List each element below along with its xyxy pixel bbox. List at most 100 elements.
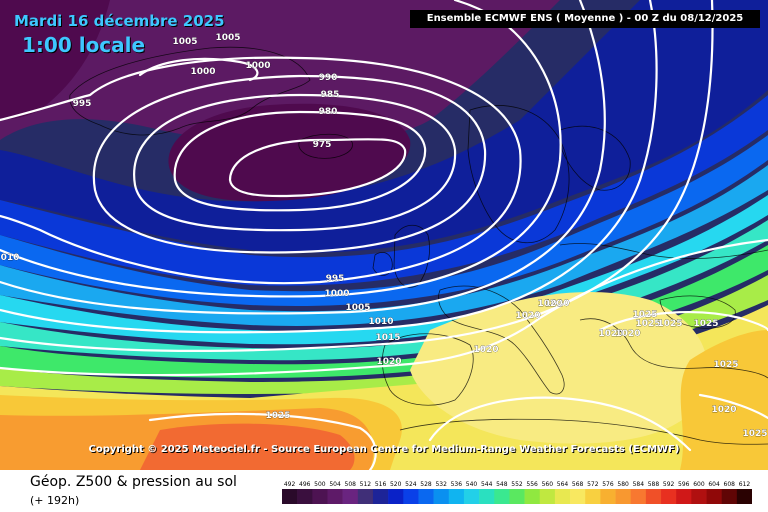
coast-north-africa — [399, 418, 768, 445]
legend-swatch — [661, 489, 677, 504]
legend-swatch — [630, 489, 647, 504]
isobar-1010 — [0, 0, 658, 334]
color-scale-legend: 492 496 500 504 508 512 516 520 524 528 532 536 540 5… — [282, 481, 752, 504]
model-run-banner: Ensemble ECMWF ENS ( Moyenne ) - 00 Z du… — [410, 10, 760, 28]
legend-tick-label: 580 — [617, 481, 629, 488]
legend-tick-label: 520 — [390, 481, 402, 488]
legend-tick-label: 496 — [299, 481, 311, 488]
band-deep-blue — [0, 0, 768, 253]
isobar-label: 980 — [319, 107, 338, 117]
isobar-label: 1025 — [635, 319, 660, 329]
isobar-label: 1000 — [245, 61, 270, 71]
isobar-1020-inner — [428, 396, 692, 452]
legend-swatch — [539, 489, 556, 504]
legend-tick-label: 508 — [345, 481, 357, 488]
legend-swatch — [509, 489, 525, 504]
legend-swatch — [312, 489, 328, 504]
legend-swatch — [600, 489, 616, 504]
legend-tick-label: 540 — [466, 481, 478, 488]
legend-tick-label: 532 — [435, 481, 447, 488]
legend-swatch — [448, 489, 465, 504]
legend-tick-label: 568 — [572, 481, 584, 488]
legend-swatch — [645, 489, 662, 504]
legend-tick-label: 608 — [724, 481, 736, 488]
isobar-label: 1020 — [615, 329, 640, 339]
isobar-1000-nw — [138, 57, 259, 82]
isobar-label: 995 — [73, 99, 92, 109]
legend-tick-label: 548 — [496, 481, 508, 488]
legend-swatch — [433, 489, 450, 504]
coast-france-italy — [438, 285, 565, 395]
legend-swatch — [327, 489, 343, 504]
legend-swatch — [372, 489, 389, 504]
legend-tick-label: 560 — [542, 481, 554, 488]
legend-swatch — [736, 489, 752, 504]
isobar-label: 990 — [319, 73, 338, 83]
legend-swatch — [721, 489, 738, 504]
band-green — [0, 245, 768, 378]
isobar-990 — [92, 74, 487, 254]
legend-tick-label: 500 — [314, 481, 326, 488]
isobar-label: 1020 — [537, 299, 562, 309]
isobar-1025 — [148, 412, 377, 470]
legend-swatch — [494, 489, 510, 504]
isobar-label: 1005 — [215, 33, 240, 43]
band-blue — [0, 95, 768, 286]
isobar-label: 1025 — [632, 310, 657, 320]
legend-tick-label: 528 — [420, 481, 432, 488]
copyright-notice: Copyright © 2025 Meteociel.fr - Source E… — [88, 444, 680, 455]
isobar-label: 1020 — [473, 345, 498, 355]
geopotential-fill-layer — [0, 0, 768, 470]
legend-tick-label: 536 — [451, 481, 463, 488]
isobar-1020-se — [698, 393, 768, 420]
coast-greenland — [69, 46, 311, 136]
isobar-label: 1020 — [598, 329, 623, 339]
coast-baltic-russia — [559, 243, 768, 260]
legend-swatch — [282, 489, 298, 504]
legend-swatch — [615, 489, 632, 504]
isobar-label: 1025 — [713, 360, 738, 370]
isobar-label: 1000 — [324, 289, 349, 299]
band-lime — [0, 275, 768, 394]
isobar-label: 995 — [326, 274, 345, 284]
legend-tick-label: 584 — [633, 481, 645, 488]
isobar-label: 1025 — [657, 319, 682, 329]
legend-swatch — [676, 489, 692, 504]
lead-time-label: (+ 192h) — [30, 494, 80, 507]
legend-tick-label: 524 — [405, 481, 417, 488]
map-footer: Géop. Z500 & pression au sol (+ 192h) 49… — [0, 470, 768, 512]
coast-iceland — [298, 133, 353, 159]
legend-tick-label: 512 — [360, 481, 372, 488]
isobar-980 — [173, 110, 427, 212]
legend-swatch — [388, 489, 404, 504]
legend-swatch — [554, 489, 571, 504]
isobar-975 — [228, 138, 407, 198]
isobar-label: 1025 — [742, 429, 767, 439]
isobar-label: 1025 — [693, 319, 718, 329]
forecast-date: Mardi 16 décembre 2025 — [14, 12, 225, 30]
legend-swatch — [706, 489, 722, 504]
legend-swatch — [418, 489, 434, 504]
coast-balkans-turkey — [579, 318, 768, 379]
legend-swatch — [524, 489, 541, 504]
legend-swatch — [297, 489, 313, 504]
legend-tick-label: 556 — [526, 481, 538, 488]
isobar-label: 1010 — [368, 317, 393, 327]
isobar-label: 975 — [313, 140, 332, 150]
isobar-1005 — [0, 0, 606, 315]
isobar-1020 — [0, 238, 768, 377]
isobar-label: 1020 — [544, 299, 569, 309]
legend-tick-label: 596 — [678, 481, 690, 488]
isobar-label: 1015 — [375, 333, 400, 343]
legend-swatch — [585, 489, 601, 504]
isobar-label: 985 — [321, 90, 340, 100]
isobar-1015 — [0, 0, 714, 352]
isobar-label: 1005 — [345, 303, 370, 313]
isobar-995 — [0, 56, 522, 285]
legend-swatch — [570, 489, 586, 504]
band-purple-north — [0, 0, 768, 144]
isobar-1025-east — [598, 311, 768, 332]
band-purple-core — [168, 103, 411, 202]
legend-swatch — [342, 489, 359, 504]
